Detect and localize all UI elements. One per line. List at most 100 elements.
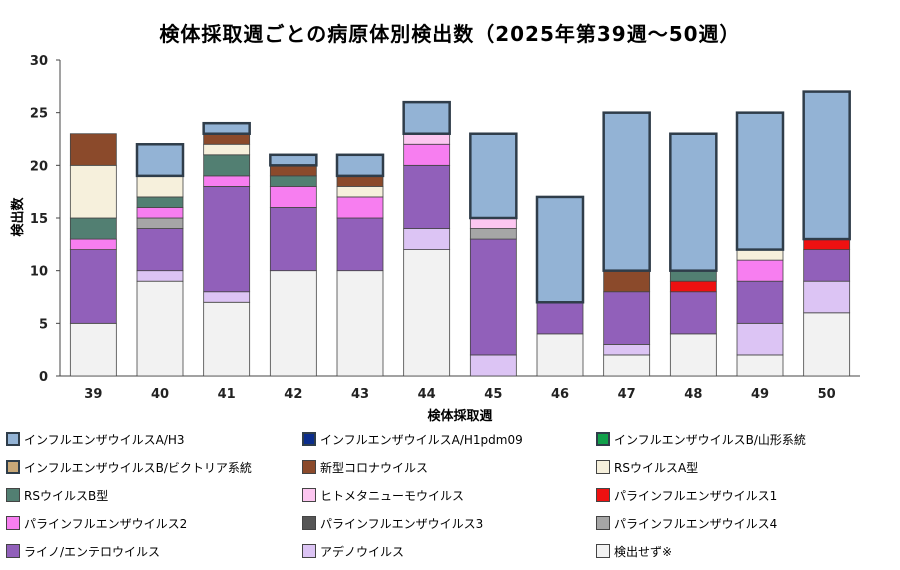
bar-segment: [603, 354, 651, 377]
legend-item: パラインフルエンザウイルス4: [596, 512, 777, 534]
legend-swatch: [6, 460, 20, 474]
bar-segment: [336, 196, 384, 219]
legend-item: インフルエンザウイルスA/H3: [6, 428, 185, 450]
bar-segment: [136, 196, 184, 208]
x-tick-label: 43: [351, 387, 369, 402]
bar-segment: [602, 111, 651, 272]
legend-item: パラインフルエンザウイルス3: [302, 512, 483, 534]
bar-segment: [136, 217, 184, 229]
legend-label: アデノウイルス: [320, 544, 405, 559]
bar-segment: [736, 354, 784, 377]
bar-segment: [403, 249, 451, 377]
bar-segment: [136, 280, 184, 377]
bar-segment: [69, 217, 117, 240]
legend-label: パラインフルエンザウイルス1: [614, 488, 778, 503]
y-tick-label: 25: [30, 107, 48, 122]
x-tick-label: 49: [751, 387, 769, 402]
bar-segment: [403, 164, 451, 229]
bar-segment: [669, 333, 717, 377]
legend-label: インフルエンザウイルスA/H1pdm09: [320, 432, 523, 447]
legend-label: ライノ/エンテロウイルス: [24, 544, 161, 559]
bar-segment: [403, 228, 451, 251]
bar-segment: [203, 185, 251, 293]
bar-segment: [69, 133, 117, 166]
x-axis: 39 40 41 42 43 44 45 46 47 48 49 50: [60, 375, 860, 402]
bars: [69, 90, 851, 377]
bar-segment: [203, 143, 251, 156]
x-tick-label: 44: [418, 387, 436, 402]
legend-item: インフルエンザウイルスA/H1pdm09: [302, 428, 523, 450]
chart-plot: 0 5 10 15 20 25 30 39 40 41 42 43 44 45 46 47 48 49 50 検出…: [10, 54, 860, 424]
legend-swatch: [596, 432, 610, 446]
bar-segment: [203, 175, 251, 187]
bar-segment: [69, 322, 117, 377]
y-axis-title: 検出数: [10, 197, 26, 237]
x-tick-label: 47: [618, 387, 636, 402]
bar-segment: [603, 291, 651, 345]
bar-segment: [336, 217, 384, 272]
x-tick-label: 41: [218, 387, 236, 402]
y-tick-label: 20: [30, 159, 48, 174]
bar-segment: [269, 153, 318, 167]
legend-swatch: [302, 460, 316, 474]
x-tick-label: 42: [284, 387, 302, 402]
x-tick-label: 39: [84, 387, 102, 402]
bar-segment: [469, 217, 517, 229]
y-tick-label: 5: [39, 317, 48, 332]
bar-segment: [202, 121, 251, 135]
legend-label: インフルエンザウイルスB/山形系統: [614, 432, 806, 447]
bar-segment: [269, 175, 317, 187]
chart-title: 検体採取週ごとの病原体別検出数（2025年第39週～50週）: [159, 22, 741, 46]
bar-segment: [603, 270, 651, 293]
y-tick-label: 30: [30, 54, 48, 69]
bar-segment: [469, 354, 517, 377]
bar-segment: [535, 195, 585, 304]
bar-segment: [203, 301, 251, 377]
legend-swatch: [596, 460, 610, 474]
legend-label: 新型コロナウイルス: [320, 460, 429, 475]
bar-segment: [269, 164, 317, 177]
bar-segment: [803, 280, 851, 314]
bar-segment: [603, 343, 651, 356]
legend-item: RSウイルスA型: [596, 456, 698, 478]
bar-segment: [69, 238, 117, 250]
bar-segment: [803, 312, 851, 377]
bar-segment: [269, 207, 317, 272]
x-tick-label: 45: [484, 387, 502, 402]
legend-swatch: [302, 544, 316, 558]
bar-segment: [203, 133, 251, 145]
legend-label: RSウイルスA型: [614, 460, 699, 475]
bar-segment: [469, 132, 518, 220]
bar-segment: [403, 143, 451, 166]
legend-label: パラインフルエンザウイルス4: [614, 516, 778, 531]
bar-segment: [136, 207, 184, 219]
bar-segment: [203, 291, 251, 303]
legend-label: 検出せず※: [614, 544, 673, 559]
bar-segment: [803, 238, 851, 250]
bar-segment: [269, 185, 317, 208]
legend-item: ライノ/エンテロウイルス: [6, 540, 160, 562]
bar-segment: [802, 90, 851, 241]
bar-segment: [136, 175, 184, 198]
x-tick-label: 46: [551, 387, 569, 402]
legend-item: パラインフルエンザウイルス2: [6, 512, 187, 534]
legend-swatch: [6, 432, 20, 446]
legend-item: インフルエンザウイルスB/山形系統: [596, 428, 806, 450]
legend-swatch: [596, 516, 610, 530]
bar-segment: [669, 280, 717, 293]
legend-item: インフルエンザウイルスB/ビクトリア系統: [6, 456, 252, 478]
y-tick-label: 15: [30, 212, 48, 227]
legend-label: RSウイルスB型: [24, 488, 109, 503]
legend-swatch: [302, 516, 316, 530]
bar-segment: [402, 100, 451, 135]
legend-item: RSウイルスB型: [6, 484, 108, 506]
legend-item: パラインフルエンザウイルス1: [596, 484, 777, 506]
bar-segment: [136, 228, 184, 272]
bar-segment: [69, 164, 117, 219]
bar-segment: [336, 185, 384, 198]
bar-segment: [536, 301, 584, 335]
bar-segment: [736, 249, 784, 261]
legend-swatch: [596, 544, 610, 558]
bar-segment: [403, 133, 451, 145]
bar-segment: [669, 132, 718, 272]
